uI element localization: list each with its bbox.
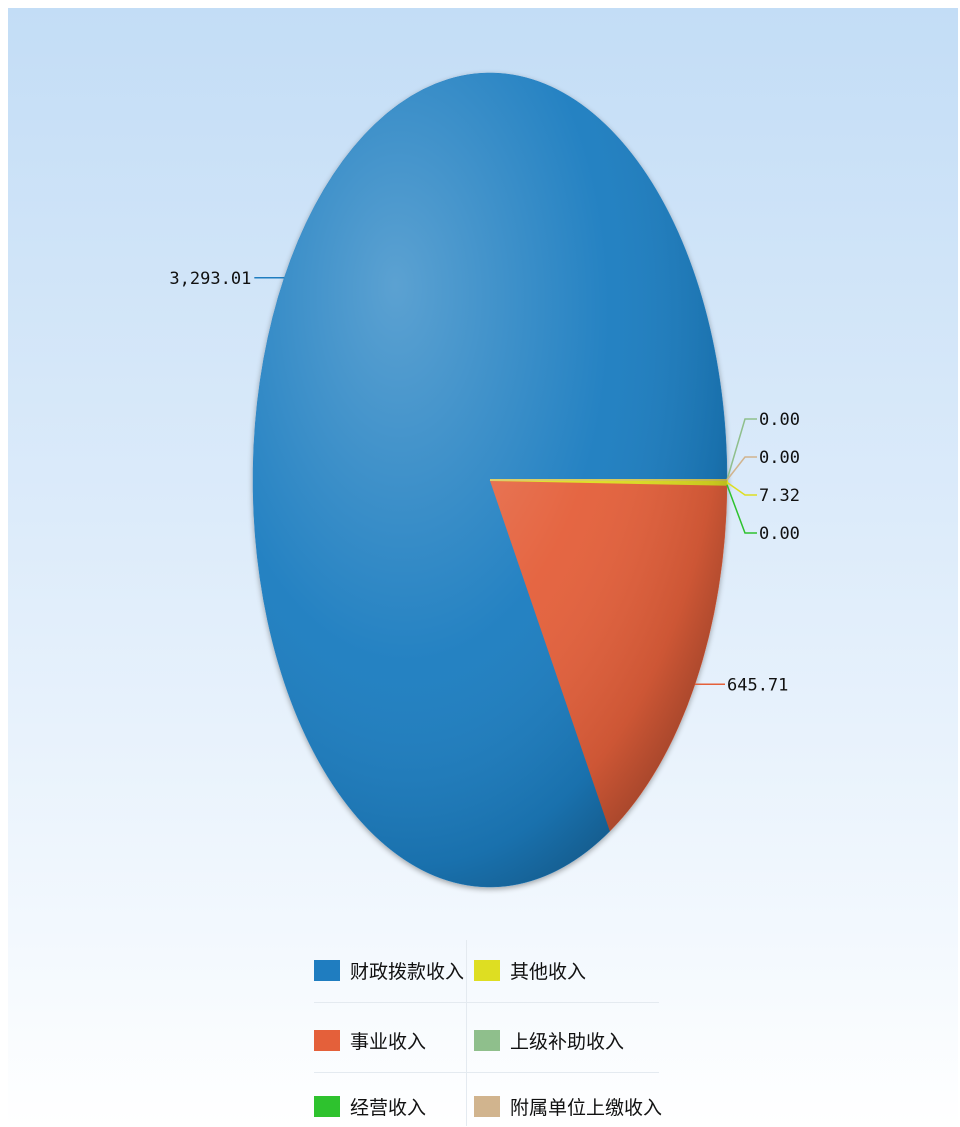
legend-swatch [314, 959, 340, 981]
leader-line [726, 456, 757, 481]
leader-line [726, 418, 757, 481]
legend-item[interactable]: 其他收入 [474, 950, 586, 990]
legend-label: 财政拨款收入 [350, 960, 465, 983]
legend-label: 其他收入 [510, 960, 587, 983]
data-label: 0.00 [759, 448, 800, 468]
legend-item[interactable]: 事业收入 [314, 1020, 426, 1060]
legend-item[interactable]: 经营收入 [314, 1086, 426, 1126]
data-label: 7.32 [759, 486, 800, 506]
legend-label: 经营收入 [350, 1096, 427, 1119]
legend-label: 上级补助收入 [510, 1030, 625, 1053]
legend-swatch [474, 1029, 500, 1051]
legend-swatch [474, 959, 500, 981]
legend-swatch [474, 1095, 500, 1117]
leader-line [726, 484, 757, 534]
data-label: 3,293.01 [169, 269, 251, 289]
legend: 财政拨款收入 其他收入事业收入 上级补助收入经营收入 附属单位上缴收入 [314, 940, 664, 1126]
data-label: 645.71 [727, 675, 788, 695]
legend-label: 事业收入 [350, 1030, 427, 1053]
data-label: 0.00 [759, 524, 800, 544]
legend-item[interactable]: 附属单位上缴收入 [474, 1086, 662, 1126]
legend-item[interactable]: 财政拨款收入 [314, 950, 464, 990]
legend-divider [466, 940, 467, 1126]
legend-divider [314, 1072, 659, 1073]
legend-item[interactable]: 上级补助收入 [474, 1020, 624, 1060]
legend-swatch [314, 1029, 340, 1051]
data-label: 0.00 [759, 410, 800, 430]
leader-line [726, 481, 757, 496]
legend-swatch [314, 1095, 340, 1117]
legend-label: 附属单位上缴收入 [510, 1096, 663, 1119]
legend-divider [314, 1002, 659, 1003]
